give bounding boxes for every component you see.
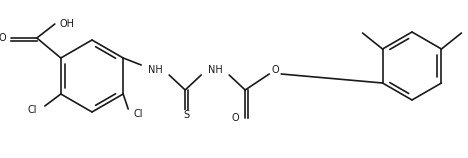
Text: NH: NH bbox=[208, 65, 223, 75]
Text: O: O bbox=[232, 113, 239, 123]
Text: O: O bbox=[271, 65, 279, 75]
Text: Cl: Cl bbox=[133, 109, 143, 119]
Text: Cl: Cl bbox=[27, 105, 37, 115]
Text: O: O bbox=[0, 33, 6, 43]
Text: S: S bbox=[183, 110, 189, 120]
Text: NH: NH bbox=[148, 65, 162, 75]
Text: OH: OH bbox=[60, 19, 75, 29]
